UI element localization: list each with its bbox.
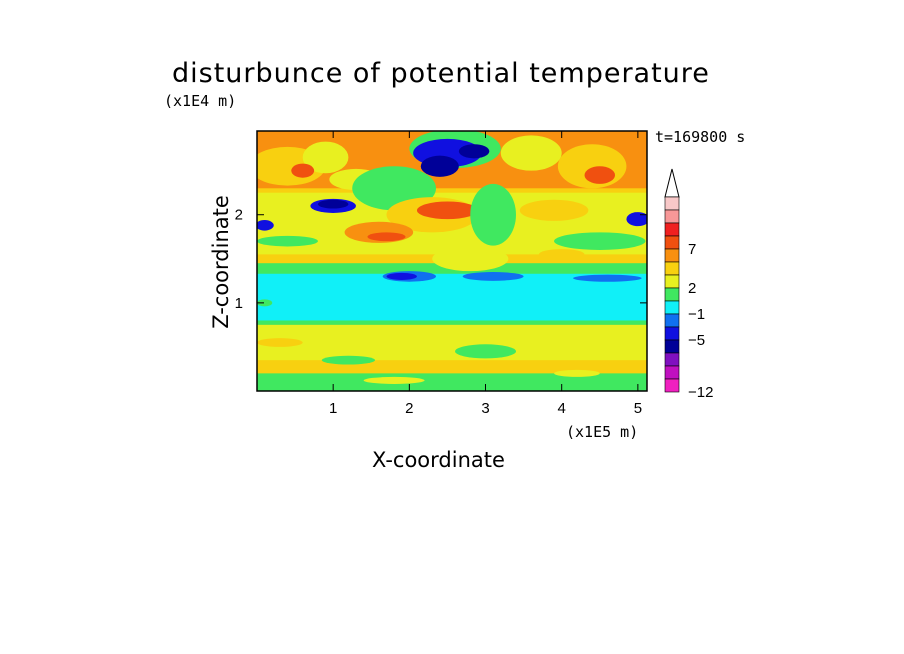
field-patch bbox=[538, 249, 585, 260]
field-patch bbox=[363, 376, 425, 384]
field-patch bbox=[257, 299, 273, 307]
y-tick-label: 2 bbox=[235, 207, 243, 224]
field-patch bbox=[432, 246, 509, 272]
colorbar-swatch bbox=[664, 235, 680, 250]
x-tick-label: 1 bbox=[329, 400, 337, 417]
field-patch bbox=[317, 199, 349, 209]
x-tick-label: 4 bbox=[558, 400, 566, 417]
time-annotation: t=169800 s bbox=[655, 128, 746, 146]
field-patch bbox=[257, 220, 274, 231]
colorbar: 7 2 −1 −5 −12 bbox=[664, 168, 713, 401]
contour-field bbox=[257, 131, 647, 391]
colorbar-swatch bbox=[664, 352, 680, 367]
colorbar-extend-arrow bbox=[664, 168, 680, 198]
colorbar-swatch bbox=[664, 261, 680, 276]
colorbar-swatch bbox=[664, 209, 680, 224]
field-patch bbox=[458, 144, 490, 159]
y-tick-label: 1 bbox=[235, 295, 243, 312]
colorbar-swatch bbox=[664, 313, 680, 328]
y-axis-unit: (x1E4 m) bbox=[164, 92, 237, 110]
field-patch bbox=[573, 274, 642, 282]
field-patch bbox=[470, 183, 516, 246]
field-patch bbox=[554, 232, 646, 250]
colorbar-label: −1 bbox=[688, 306, 705, 323]
field-patch bbox=[519, 199, 589, 221]
colorbar-swatch bbox=[664, 378, 680, 393]
field-patch bbox=[321, 355, 376, 365]
colorbar-swatch bbox=[664, 222, 680, 237]
colorbar-swatch bbox=[664, 326, 680, 341]
field-patch bbox=[626, 212, 647, 227]
field-patch bbox=[257, 338, 303, 347]
x-tick-label: 2 bbox=[405, 400, 413, 417]
colorbar-swatch bbox=[664, 339, 680, 354]
plot-frame bbox=[256, 130, 648, 392]
colorbar-swatch bbox=[664, 274, 680, 289]
field-patch bbox=[302, 141, 349, 174]
colorbar-swatch bbox=[664, 365, 680, 380]
field-band bbox=[257, 324, 647, 361]
field-patch bbox=[554, 369, 600, 377]
chart-title: disturbunce of potential temperature bbox=[172, 58, 710, 89]
colorbar-swatch bbox=[664, 287, 680, 302]
colorbar-swatch bbox=[664, 300, 680, 315]
colorbar-label: −5 bbox=[688, 332, 705, 349]
x-axis-label: X-coordinate bbox=[372, 448, 505, 472]
field-patch bbox=[462, 272, 524, 281]
field-patch bbox=[257, 235, 318, 247]
colorbar-label: 2 bbox=[688, 280, 696, 297]
field-patch bbox=[367, 232, 406, 242]
field-patch bbox=[386, 272, 417, 280]
field-patch bbox=[455, 344, 516, 359]
field-patch bbox=[500, 135, 562, 171]
x-tick-label: 3 bbox=[481, 400, 489, 417]
colorbar-label: −12 bbox=[688, 384, 713, 401]
colorbar-swatch bbox=[664, 248, 680, 263]
colorbar-label: 7 bbox=[688, 241, 696, 258]
field-patch bbox=[584, 166, 616, 184]
axis-ticks: 1 2 3 4 5 1 2 bbox=[235, 131, 647, 417]
field-band bbox=[257, 273, 647, 321]
x-axis-unit: (x1E5 m) bbox=[566, 423, 639, 441]
field-band bbox=[257, 373, 647, 391]
field-patch bbox=[416, 201, 478, 220]
x-tick-label: 5 bbox=[634, 400, 642, 417]
field-patch bbox=[291, 163, 315, 178]
field-patch bbox=[420, 155, 459, 177]
colorbar-swatch bbox=[664, 196, 680, 211]
